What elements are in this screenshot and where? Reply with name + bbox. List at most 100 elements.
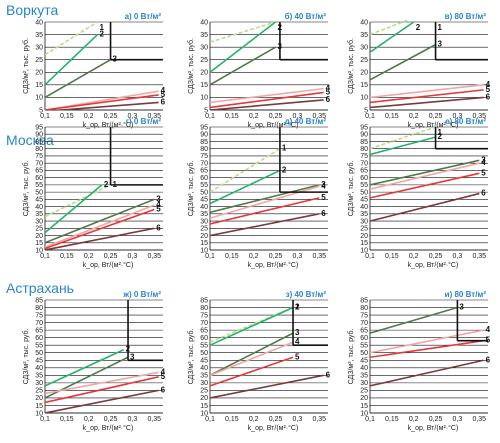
panel-з-series-6-line — [210, 374, 324, 399]
panel-а-series-1-line — [45, 21, 98, 56]
panel-ж-ytick-label: 30 — [35, 380, 43, 387]
panel-з-xtick-label: 0,3 — [293, 416, 303, 423]
panel-ж-series-6-label: 6 — [161, 385, 166, 394]
panel-в-series-1-label: 1 — [438, 23, 443, 32]
panel-и-xtick-label: 0,25 — [429, 416, 443, 423]
panel-и-ytick-label: 60 — [360, 335, 368, 342]
panel-д-ytick-label: 75 — [200, 153, 208, 160]
panel-г-ytick-label: 85 — [35, 139, 43, 146]
panel-е-series-4-line — [370, 162, 480, 191]
panel-а-ytick-label: 10 — [35, 95, 43, 102]
panel-ж-xtick-label: 0,35 — [147, 416, 161, 423]
panel-и-series-5-line — [370, 339, 484, 359]
panel-д-xtick-label: 0,15 — [225, 253, 239, 260]
panel-з-ytick-label: 80 — [200, 305, 208, 312]
panel-д-series-6-line — [210, 213, 320, 237]
panel-и-ytick-label: 15 — [360, 403, 368, 410]
panel-а-ytick-label: 5 — [39, 107, 43, 114]
panel-ж-ytick-label: 70 — [35, 320, 43, 327]
panel-в-series-3-label: 3 — [438, 40, 443, 49]
panel-ж-xtick-label: 0,25 — [104, 416, 118, 423]
panel-д-ytick-label: 95 — [200, 124, 208, 131]
panel-г-ytick-label: 90 — [35, 132, 43, 139]
panel-г-ytick-label: 25 — [35, 226, 43, 233]
panel-з-series-3-label: 3 — [295, 328, 300, 337]
panel-д-xlabel: k_ор, Вт/(м²·°С) — [248, 261, 299, 269]
panel-д-series-4-label: 4 — [321, 181, 326, 190]
panel-а-series-4-label: 4 — [161, 86, 166, 95]
panel-б-series-3-line — [210, 46, 276, 86]
panel-е-title: е) 80 Вт/м² — [445, 117, 486, 126]
panel-и-ytick-label: 80 — [360, 305, 368, 312]
panel-ж-ytick-label: 45 — [35, 358, 43, 365]
panel-г-series-4-line — [45, 204, 155, 248]
panel-в-series-5-line — [370, 89, 484, 104]
panel-и-ytick-label: 20 — [360, 395, 368, 402]
panel-ж-ytick-label: 60 — [35, 335, 43, 342]
panel-б-ytick-label: 10 — [200, 95, 208, 102]
panel-е-ytick-label: 65 — [360, 168, 368, 175]
panel-и-ytick-label: 35 — [360, 373, 368, 380]
panel-е-ytick-label: 90 — [360, 132, 368, 139]
panel-г-xtick-label: 0,35 — [147, 253, 161, 260]
panel-б-xtick-label: 0,35 — [312, 113, 326, 120]
panel-ж-xlabel: k_ор, Вт/(м²·°С) — [83, 424, 134, 432]
panel-е-series-5-label: 5 — [481, 168, 486, 177]
panel-и-ytick-label: 30 — [360, 380, 368, 387]
panel-б-xtick-label: 0,25 — [269, 113, 283, 120]
panel-е-ytick-label: 25 — [360, 226, 368, 233]
panel-е-series-3-line — [370, 159, 480, 186]
panel-ж-xtick-label: 0,2 — [84, 416, 94, 423]
panel-д-ytick-label: 20 — [200, 233, 208, 240]
panel-в-xtick-label: 0,1 — [365, 113, 375, 120]
panel-б-series-2-line — [210, 21, 277, 73]
panel-д-xtick-label: 0,25 — [269, 253, 283, 260]
panel-в-series-6-line — [370, 96, 484, 109]
panel-е-ytick-label: 85 — [360, 139, 368, 146]
panel-г-series-6-line — [45, 227, 155, 250]
panel-в-ytick-label: 30 — [360, 44, 368, 51]
panel-ж-ytick-label: 65 — [35, 327, 43, 334]
panel-ж-ytick-label: 25 — [35, 388, 43, 395]
panel-д-xtick-label: 0,35 — [312, 253, 326, 260]
panel-е-xlabel: k_ор, Вт/(м²·°С) — [408, 261, 459, 269]
panel-з-series-4-line — [210, 341, 294, 377]
panel-б-ytick-label: 35 — [200, 32, 208, 39]
panel-а-series-3-line — [45, 59, 111, 99]
panel-д-series-5-label: 5 — [321, 193, 326, 202]
panel-з-xtick-label: 0,25 — [269, 416, 283, 423]
panel-ж-ytick-label: 15 — [35, 403, 43, 410]
panel-е-xtick-label: 0,15 — [385, 253, 399, 260]
panel-и-xtick-label: 0,3 — [453, 416, 463, 423]
panel-з-series-1-label: 1 — [295, 303, 300, 312]
panel-з-series-5-label: 5 — [295, 352, 300, 361]
panel-е-xtick-label: 0,1 — [365, 253, 375, 260]
panel-ж-ytick-label: 75 — [35, 312, 43, 319]
panel-в-ytick-label: 40 — [360, 19, 368, 26]
panel-б-series-5-line — [210, 91, 324, 109]
panel-з-ytick-label: 45 — [200, 358, 208, 365]
panel-д-xtick-label: 0,1 — [205, 253, 215, 260]
panel-а-series-5-line — [45, 94, 159, 110]
panel-д-ytick-label: 80 — [200, 146, 208, 153]
panel-г-ytick-label: 10 — [35, 247, 43, 254]
panel-и-ytick-label: 45 — [360, 358, 368, 365]
panel-з-xtick-label: 0,35 — [312, 416, 326, 423]
panel-д-ytick-label: 45 — [200, 197, 208, 204]
panel-б-xlabel: k_ор, Вт/(м²·°С) — [248, 121, 299, 129]
panel-а-xtick-label: 0,3 — [128, 113, 138, 120]
panel-г-series-6-label: 6 — [156, 223, 161, 232]
panel-д-ytick-label: 15 — [200, 240, 208, 247]
panel-е-ytick-label: 50 — [360, 189, 368, 196]
panel-з-ytick-label: 30 — [200, 380, 208, 387]
panel-д-series-3-line — [210, 184, 320, 214]
panel-а-series-2-line — [45, 33, 98, 86]
panel-б-xtick-label: 0,3 — [293, 113, 303, 120]
panel-б-series-6-line — [210, 99, 324, 110]
panel-ж-ytick-label: 40 — [35, 365, 43, 372]
panel-д-xtick-label: 0,3 — [293, 253, 303, 260]
panel-е-ytick-label: 35 — [360, 211, 368, 218]
panel-б-ytick-label: 5 — [204, 107, 208, 114]
panel-а-xtick-label: 0,35 — [147, 113, 161, 120]
panel-г-ytick-label: 95 — [35, 124, 43, 131]
